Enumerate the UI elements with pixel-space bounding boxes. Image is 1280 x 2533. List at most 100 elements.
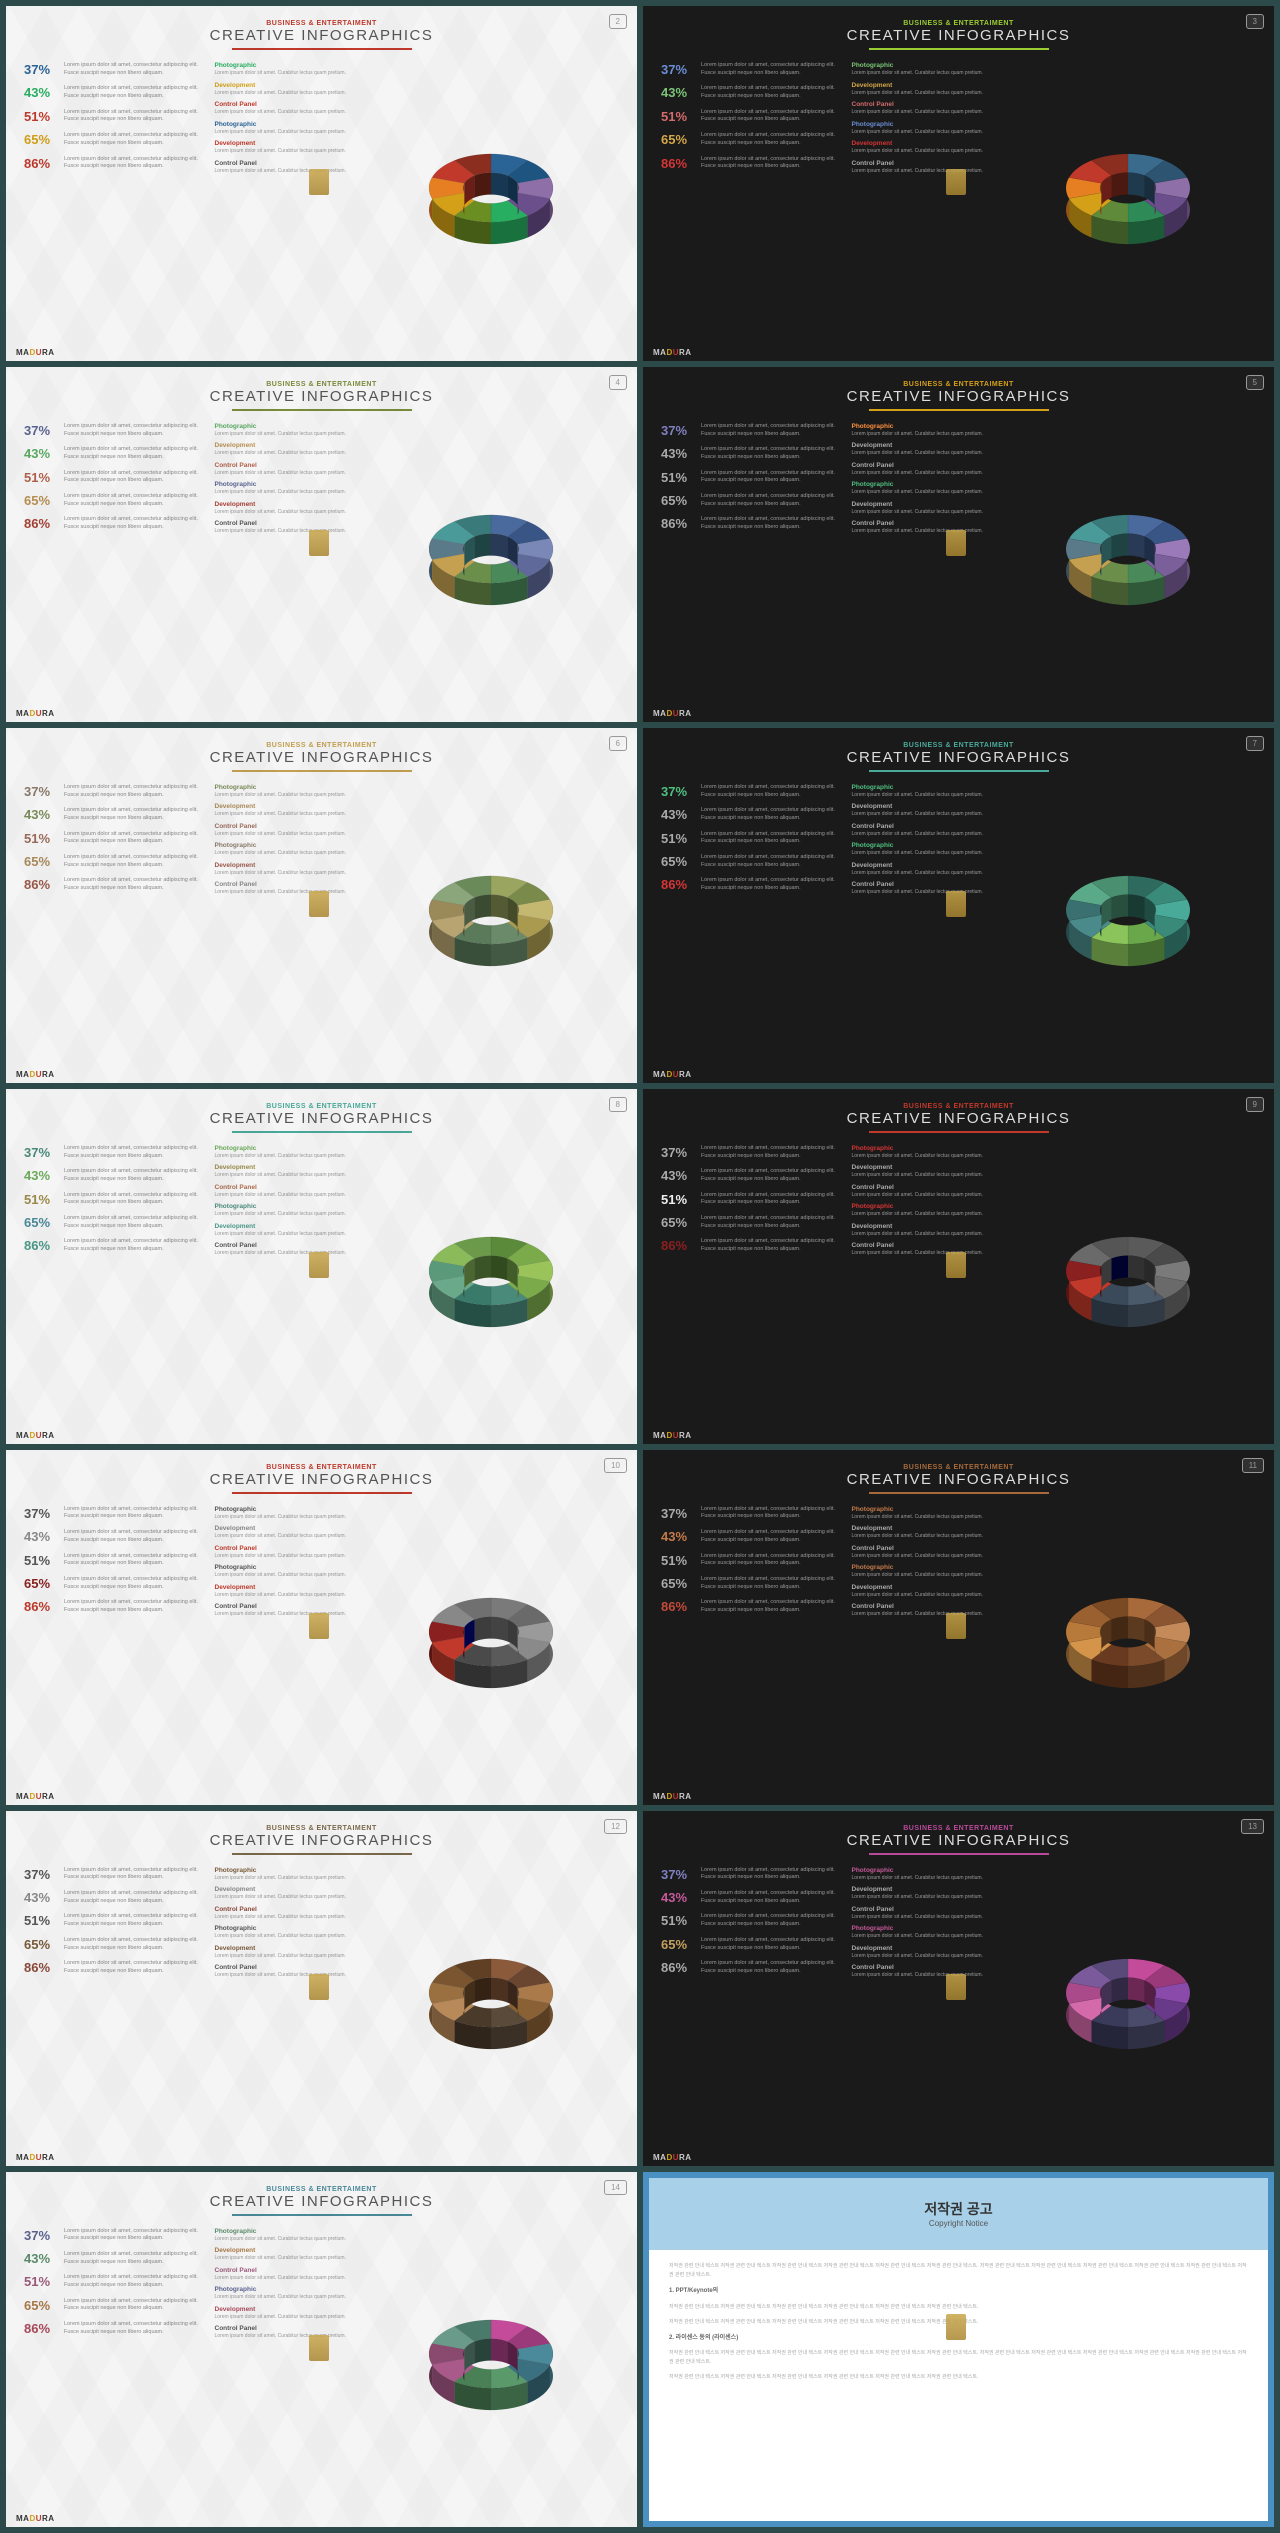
block-heading: Control Panel (215, 881, 352, 888)
block-text: Lorem ipsum dolor sit amet. Curabitur le… (215, 2236, 352, 2243)
stat-text: Lorem ipsum dolor sit amet, consectetur … (701, 470, 840, 485)
block: Photographic Lorem ipsum dolor sit amet.… (215, 784, 352, 799)
block-text: Lorem ipsum dolor sit amet. Curabitur le… (215, 2314, 352, 2321)
blocks-column: Photographic Lorem ipsum dolor sit amet.… (215, 423, 352, 696)
page-number: 3 (1246, 14, 1264, 29)
block-text: Lorem ipsum dolor sit amet. Curabitur le… (852, 831, 989, 838)
stat-text: Lorem ipsum dolor sit amet, consectetur … (701, 1553, 840, 1568)
block-text: Lorem ipsum dolor sit amet. Curabitur le… (852, 811, 989, 818)
block-heading: Control Panel (215, 1545, 352, 1552)
footer-brand: MADURA (16, 709, 55, 718)
stat-percent: 43% (661, 807, 695, 822)
stat-text: Lorem ipsum dolor sit amet, consectetur … (701, 1576, 840, 1591)
stat-percent: 65% (661, 1576, 695, 1591)
block: Control Panel Lorem ipsum dolor sit amet… (852, 1184, 989, 1199)
block: Photographic Lorem ipsum dolor sit amet.… (852, 1925, 989, 1940)
blocks-column: Photographic Lorem ipsum dolor sit amet.… (215, 2228, 352, 2501)
slide-header: BUSINESS & ENTERTAIMENT CREATIVE INFOGRA… (6, 1089, 637, 1133)
slide-header: BUSINESS & ENTERTAIMENT CREATIVE INFOGRA… (6, 728, 637, 772)
block-heading: Development (215, 1584, 352, 1591)
stat-percent: 65% (24, 1937, 58, 1952)
donut-chart (406, 1577, 576, 1707)
stat-row: 86% Lorem ipsum dolor sit amet, consecte… (24, 156, 203, 171)
block-text: Lorem ipsum dolor sit amet. Curabitur le… (852, 1231, 989, 1238)
block-heading: Photographic (852, 1564, 989, 1571)
stat-percent: 51% (24, 1553, 58, 1568)
chart-column (1000, 423, 1256, 696)
stat-percent: 65% (24, 493, 58, 508)
stat-text: Lorem ipsum dolor sit amet, consectetur … (64, 1867, 203, 1882)
stat-percent: 65% (24, 854, 58, 869)
block-text: Lorem ipsum dolor sit amet. Curabitur le… (215, 109, 352, 116)
stat-percent: 51% (24, 2274, 58, 2289)
stat-row: 43% Lorem ipsum dolor sit amet, consecte… (661, 807, 840, 822)
stat-text: Lorem ipsum dolor sit amet, consectetur … (701, 1913, 840, 1928)
stat-percent: 37% (661, 784, 695, 799)
stat-text: Lorem ipsum dolor sit amet, consectetur … (701, 493, 840, 508)
stat-percent: 86% (661, 516, 695, 531)
page-number: 13 (1241, 1819, 1264, 1834)
block-heading: Photographic (215, 2228, 352, 2235)
stat-row: 43% Lorem ipsum dolor sit amet, consecte… (24, 807, 203, 822)
slide: 7 BUSINESS & ENTERTAIMENT CREATIVE INFOG… (643, 728, 1274, 1083)
donut-chart (1043, 1938, 1213, 2068)
copyright-body: 저작권 관련 안내 텍스트 저작권 관련 안내 텍스트 저작권 관련 안내 텍스… (643, 2250, 1274, 2527)
page-number: 9 (1246, 1097, 1264, 1112)
stat-percent: 37% (24, 784, 58, 799)
stat-text: Lorem ipsum dolor sit amet, consectetur … (64, 1168, 203, 1183)
block-heading: Control Panel (852, 1906, 989, 1913)
block-heading: Development (852, 1223, 989, 1230)
stat-text: Lorem ipsum dolor sit amet, consectetur … (64, 1913, 203, 1928)
stat-row: 86% Lorem ipsum dolor sit amet, consecte… (661, 1238, 840, 1253)
block-heading: Control Panel (215, 1964, 352, 1971)
block-text: Lorem ipsum dolor sit amet. Curabitur le… (852, 431, 989, 438)
block-heading: Development (215, 1223, 352, 1230)
block-heading: Control Panel (215, 823, 352, 830)
block: Control Panel Lorem ipsum dolor sit amet… (852, 520, 989, 535)
block-heading: Photographic (215, 1564, 352, 1571)
stat-text: Lorem ipsum dolor sit amet, consectetur … (64, 1960, 203, 1975)
block-text: Lorem ipsum dolor sit amet. Curabitur le… (852, 470, 989, 477)
footer-brand: MADURA (16, 2153, 55, 2162)
stat-percent: 43% (24, 85, 58, 100)
block-text: Lorem ipsum dolor sit amet. Curabitur le… (852, 1211, 989, 1218)
block: Development Lorem ipsum dolor sit amet. … (852, 1945, 989, 1960)
footer-brand: MADURA (653, 1070, 692, 1079)
block: Photographic Lorem ipsum dolor sit amet.… (852, 1203, 989, 1218)
slide-body: 37% Lorem ipsum dolor sit amet, consecte… (6, 1855, 637, 2140)
block-heading: Photographic (852, 1145, 989, 1152)
block-text: Lorem ipsum dolor sit amet. Curabitur le… (215, 431, 352, 438)
stat-percent: 37% (661, 62, 695, 77)
block-text: Lorem ipsum dolor sit amet. Curabitur le… (215, 1231, 352, 1238)
block-text: Lorem ipsum dolor sit amet. Curabitur le… (852, 889, 989, 896)
slide-body: 37% Lorem ipsum dolor sit amet, consecte… (6, 50, 637, 335)
block-heading: Photographic (215, 423, 352, 430)
stat-row: 51% Lorem ipsum dolor sit amet, consecte… (661, 1553, 840, 1568)
stat-row: 86% Lorem ipsum dolor sit amet, consecte… (24, 1238, 203, 1253)
stat-percent: 37% (24, 62, 58, 77)
slide: 5 BUSINESS & ENTERTAIMENT CREATIVE INFOG… (643, 367, 1274, 722)
stat-text: Lorem ipsum dolor sit amet, consectetur … (701, 1937, 840, 1952)
stat-text: Lorem ipsum dolor sit amet, consectetur … (64, 1238, 203, 1253)
block-text: Lorem ipsum dolor sit amet. Curabitur le… (215, 1894, 352, 1901)
chart-column (363, 1867, 619, 2140)
badge-icon (309, 891, 329, 917)
block: Development Lorem ipsum dolor sit amet. … (852, 862, 989, 877)
footer-brand: MADURA (16, 348, 55, 357)
donut-chart (1043, 494, 1213, 624)
block-heading: Photographic (852, 481, 989, 488)
block: Development Lorem ipsum dolor sit amet. … (852, 1584, 989, 1599)
stat-text: Lorem ipsum dolor sit amet, consectetur … (701, 854, 840, 869)
block: Photographic Lorem ipsum dolor sit amet.… (852, 1145, 989, 1160)
block-text: Lorem ipsum dolor sit amet. Curabitur le… (215, 2333, 352, 2340)
subtitle: BUSINESS & ENTERTAIMENT (643, 20, 1274, 27)
stat-text: Lorem ipsum dolor sit amet, consectetur … (701, 516, 840, 531)
block-text: Lorem ipsum dolor sit amet. Curabitur le… (852, 90, 989, 97)
block-text: Lorem ipsum dolor sit amet. Curabitur le… (852, 1914, 989, 1921)
page-number: 4 (609, 375, 627, 390)
title: CREATIVE INFOGRAPHICS (643, 1471, 1274, 1488)
stats-column: 37% Lorem ipsum dolor sit amet, consecte… (661, 784, 840, 1057)
title: CREATIVE INFOGRAPHICS (643, 749, 1274, 766)
footer-brand: MADURA (653, 1431, 692, 1440)
slide-body: 37% Lorem ipsum dolor sit amet, consecte… (6, 1133, 637, 1418)
